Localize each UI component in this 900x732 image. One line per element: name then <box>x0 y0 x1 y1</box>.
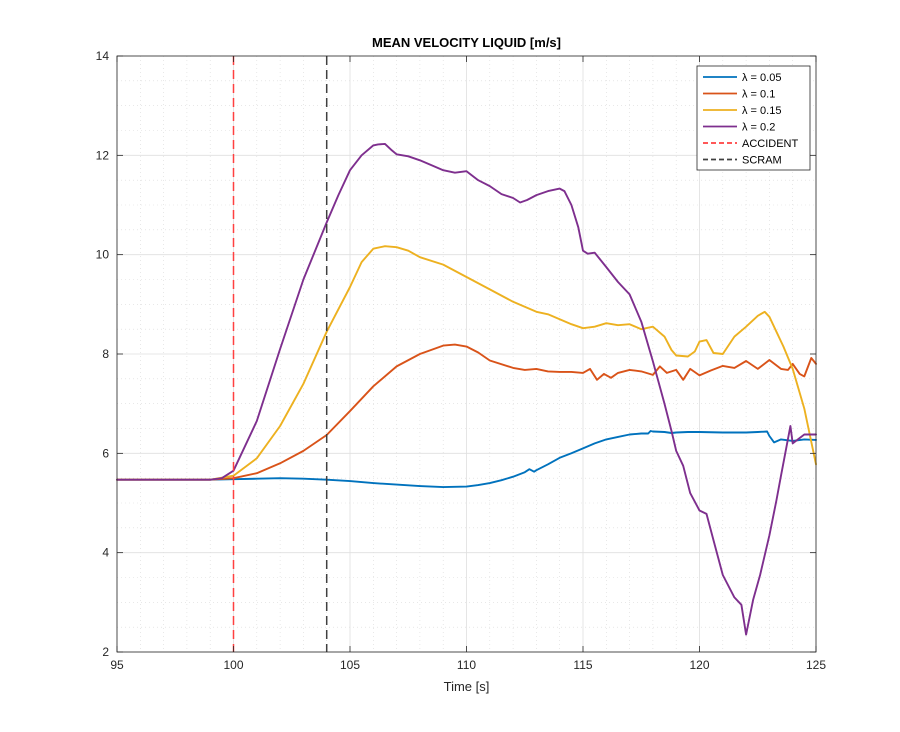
x-tick-label: 115 <box>573 658 592 672</box>
legend-label: λ = 0.05 <box>742 72 781 84</box>
y-tick-label: 4 <box>102 546 109 560</box>
y-tick-label: 6 <box>102 446 109 460</box>
chart-title: MEAN VELOCITY LIQUID [m/s] <box>372 35 561 50</box>
x-axis-label: Time [s] <box>444 679 490 694</box>
x-tick-label: 125 <box>806 658 826 672</box>
x-tick-labels: 95 100 105 110 115 120 125 <box>110 658 826 672</box>
series-layer <box>116 56 817 652</box>
y-tick-label: 2 <box>102 645 109 659</box>
legend-label: SCRAM <box>742 155 782 167</box>
legend-label: λ = 0.2 <box>742 122 775 134</box>
y-tick-labels: 2 4 6 8 10 12 14 <box>96 49 110 659</box>
tick-marks <box>116 55 817 653</box>
y-tick-label: 14 <box>96 49 110 63</box>
y-tick-label: 8 <box>102 347 109 361</box>
legend-label: λ = 0.15 <box>742 105 781 117</box>
y-tick-label: 10 <box>96 248 110 262</box>
series-line-1 <box>116 343 817 481</box>
series-line-3 <box>116 142 817 636</box>
x-tick-label: 110 <box>457 658 476 672</box>
x-tick-label: 105 <box>340 658 360 672</box>
x-tick-label: 120 <box>689 658 709 672</box>
x-tick-label: 95 <box>110 658 124 672</box>
y-tick-label: 12 <box>96 148 110 162</box>
legend-box <box>696 65 811 171</box>
legend-label: λ = 0.1 <box>742 89 775 101</box>
legend: λ = 0.05 λ = 0.1 λ = 0.15 λ = 0.2 ACCIDENT SC… <box>696 65 811 171</box>
x-tick-label: 100 <box>223 658 243 672</box>
series-line-0 <box>116 430 817 489</box>
series-line-2 <box>116 245 817 481</box>
legend-label: ACCIDENT <box>742 138 799 150</box>
